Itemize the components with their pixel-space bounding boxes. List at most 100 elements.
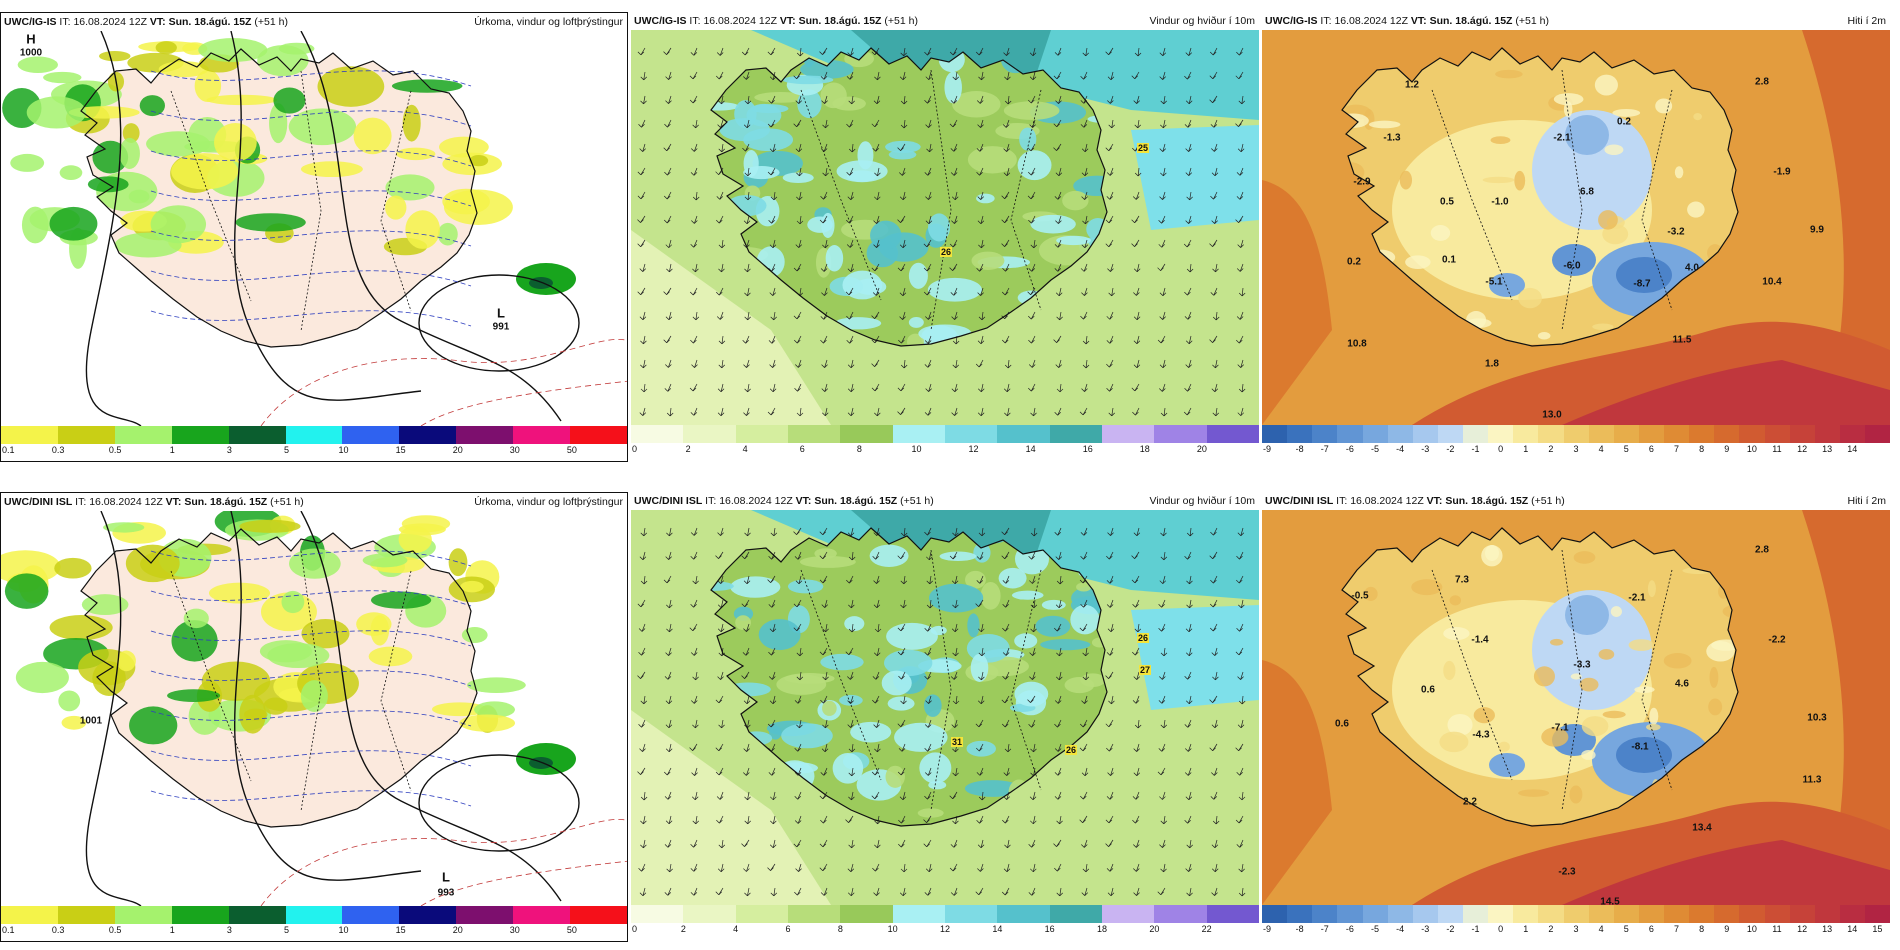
legend-swatch (1387, 425, 1413, 443)
legend-swatch (1312, 905, 1338, 923)
legend-tick-label: 0 (1498, 924, 1504, 934)
legend-bar (1262, 425, 1891, 443)
legend-tick-label: 1 (169, 445, 175, 455)
legend-tick-label: 12 (968, 444, 979, 454)
legend-swatch (1839, 905, 1865, 923)
legend-swatch (1538, 425, 1564, 443)
pressure-label: 991 (492, 321, 510, 333)
temperature-value-label: -1.3 (1383, 132, 1401, 144)
map-area: 26 27 31 26 (631, 510, 1259, 905)
pressure-label: 1001 (79, 715, 103, 727)
legend-tick-label: 8 (837, 924, 843, 934)
legend-swatch (1739, 425, 1765, 443)
temperature-value-label: 10.4 (1762, 276, 1782, 288)
legend-tick-label: 18 (1096, 924, 1108, 934)
legend-tick-label: 20 (1196, 444, 1207, 454)
legend-bar (1, 906, 627, 924)
legend-tick-label: -9 (1263, 924, 1272, 934)
legend-tick-label: -7 (1320, 924, 1329, 934)
gust-value-label: 27 (1138, 665, 1152, 675)
legend-tick-label: 2 (680, 924, 686, 934)
legend-tick-label: 16 (1044, 924, 1055, 934)
legend-tick-label: -6 (1345, 924, 1354, 934)
legend-tick-label: 0 (632, 444, 638, 454)
legend-tick-label: 6 (799, 444, 805, 454)
legend-swatch (1613, 425, 1639, 443)
legend-tick-label: 12 (1797, 444, 1808, 454)
legend-swatch (892, 425, 945, 443)
precip-areas (1, 511, 576, 775)
legend-swatch (787, 905, 841, 923)
legend-swatch (944, 905, 998, 923)
color-legend: 0.1 0.3 0.5 1 3 5 10 15 20 30 50 (1, 906, 627, 943)
run-info: UWC/IG-IS IT: 16.08.2024 12Z VT: Sun. 18… (634, 15, 918, 27)
legend-tick-label: -7 (1320, 444, 1329, 454)
legend-tick-label: -3 (1421, 444, 1430, 454)
color-legend: 0 2 4 6 8 10 12 14 16 18 20 22 (631, 905, 1259, 942)
temperature-value-label: -2.1 (1628, 592, 1646, 604)
run-info: UWC/IG-IS IT: 16.08.2024 12Z VT: Sun. 18… (4, 16, 288, 28)
legend-tick-label: 5 (283, 445, 289, 455)
wind-map-panel-dini: UWC/DINI ISL IT: 16.08.2024 12Z VT: Sun.… (631, 492, 1259, 942)
temperature-value-label: -2.2 (1768, 634, 1786, 646)
legend-swatch (1814, 905, 1840, 923)
coastline (1341, 527, 1739, 827)
legend-tick-label: 13 (1822, 924, 1833, 934)
legend-swatch (1, 426, 58, 444)
legend-swatch (1412, 905, 1438, 923)
legend-tick-label: 3 (1573, 444, 1579, 454)
legend-swatch (342, 426, 400, 444)
legend-tick-label: 18 (1139, 444, 1150, 454)
temperature-value-label: -3.3 (1573, 659, 1591, 671)
legend-swatch (1206, 905, 1259, 923)
color-legend: -9 -8 -7 -6 -5 -4 -3 -2 -1 0 1 2 3 4 5 6 7 8 9 10 11 12 13 14 15 (1262, 905, 1891, 942)
legend-tick-label: 4 (742, 444, 748, 454)
pressure-label: L (442, 869, 450, 885)
legend-swatch (1101, 425, 1155, 443)
temperature-value-label: 0.1 (1442, 254, 1456, 266)
legend-swatch (1764, 425, 1790, 443)
legend-tick-label: 12 (1797, 924, 1808, 934)
color-legend: -9 -8 -7 -6 -5 -4 -3 -2 -1 0 1 2 3 4 5 6 7 8 9 10 11 12 13 14 (1262, 425, 1891, 462)
legend-tick-label: 4 (733, 924, 739, 934)
map-area: 25 26 (631, 30, 1259, 425)
legend-swatch (1814, 425, 1840, 443)
legend-swatch (399, 426, 457, 444)
panel-title: Vindur og hviður í 10m (1149, 15, 1255, 27)
run-info: UWC/DINI ISL IT: 16.08.2024 12Z VT: Sun.… (4, 496, 304, 508)
legend-swatch (1865, 425, 1891, 443)
legend-swatch (1613, 905, 1639, 923)
color-legend: 0 2 4 6 8 10 12 14 16 18 20 (631, 425, 1259, 462)
legend-tick-label: -8 (1295, 444, 1304, 454)
pressure-label: L (497, 305, 505, 321)
legend-bar (1262, 905, 1891, 923)
legend-swatch (285, 426, 343, 444)
legend-tick-label: 14 (1025, 444, 1036, 454)
coastline (1341, 47, 1739, 347)
temperature-value-label: -1.4 (1471, 634, 1489, 646)
temperature-value-label: 4.6 (1675, 678, 1689, 690)
temperature-value-label: -0.5 (1351, 590, 1369, 602)
legend-swatch (892, 905, 945, 923)
legend-swatch (1513, 905, 1539, 923)
legend-tick-label: 11 (1772, 924, 1782, 934)
legend-swatch (228, 426, 286, 444)
legend-swatch (57, 426, 115, 444)
legend-labels: 0.1 0.3 0.5 1 3 5 10 15 20 30 50 (1, 445, 627, 459)
legend-tick-label: 10 (887, 924, 898, 934)
temperature-value-label: 0.6 (1335, 718, 1349, 730)
legend-bar (1, 426, 627, 444)
temperature-value-label: -2.9 (1353, 176, 1371, 188)
legend-swatch (1538, 905, 1564, 923)
isobars (85, 511, 580, 906)
legend-tick-label: -2 (1446, 444, 1455, 454)
legend-swatch (171, 906, 229, 924)
legend-tick-label: 2 (1548, 924, 1554, 934)
legend-swatch (1262, 425, 1288, 443)
legend-swatch (1, 906, 58, 924)
legend-tick-label: 7 (1673, 444, 1679, 454)
temperature-value-label: -3.2 (1667, 226, 1685, 238)
legend-swatch (787, 425, 841, 443)
legend-tick-label: 0.3 (51, 445, 65, 455)
legend-swatch (1337, 425, 1363, 443)
